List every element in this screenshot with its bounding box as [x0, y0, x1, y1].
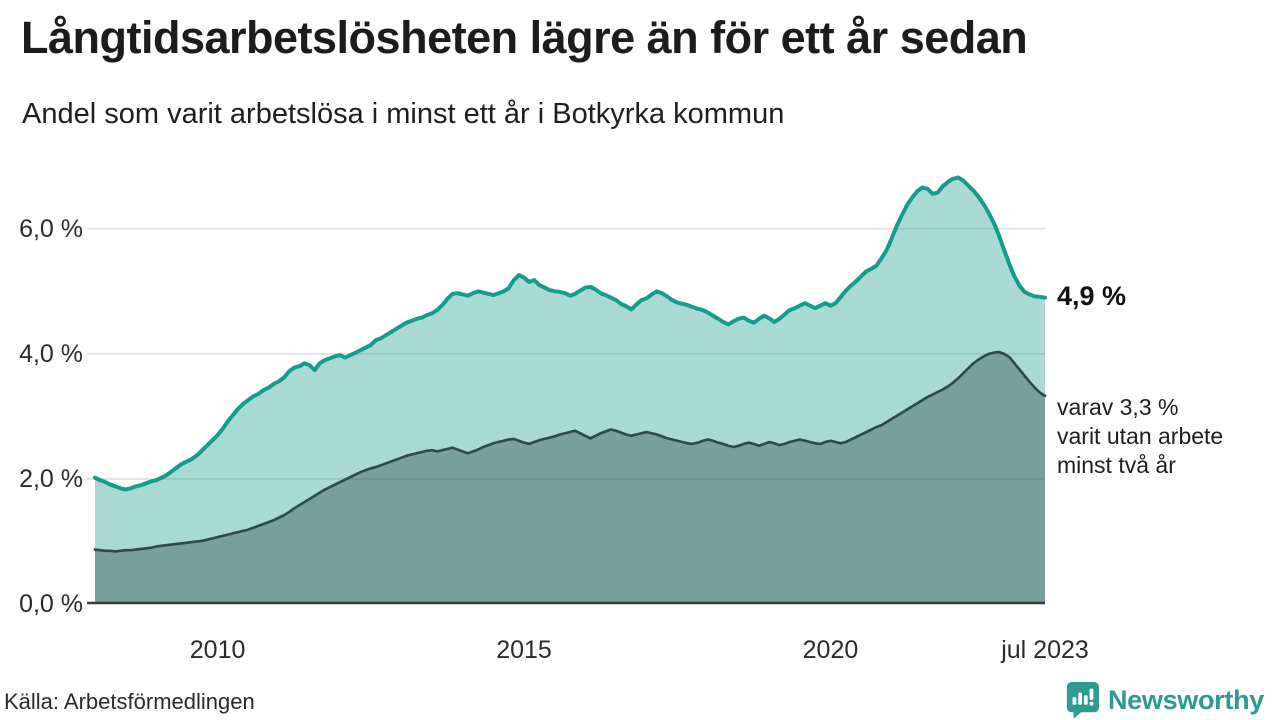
source-note: Källa: Arbetsförmedlingen [4, 689, 255, 714]
y-axis-label-0: 0,0 % [19, 590, 83, 618]
two-year-line-2: varit utan arbete [1057, 423, 1224, 449]
newsworthy-wordmark: Newsworthy [1107, 684, 1264, 715]
x-axis-label-2015: 2015 [496, 636, 552, 664]
latest-total-value-label: 4,9 % [1057, 281, 1127, 311]
area-chart-svg [87, 175, 1047, 605]
latest-two-year-value-label: varav 3,3 % varit utan arbete minst två … [1057, 393, 1223, 480]
page-subtitle: Andel som varit arbetslösa i minst ett å… [22, 98, 785, 130]
plot-area [87, 165, 1047, 605]
x-axis-label-2010: 2010 [189, 636, 246, 664]
newsworthy-logo: Newsworthy [1065, 681, 1264, 719]
page-title: Långtidsarbetslösheten lägre än för ett … [21, 12, 1028, 63]
two-year-line-1: varav 3,3 % [1057, 394, 1179, 420]
y-axis-label-6: 6,0 % [19, 214, 83, 243]
newsworthy-bubble-icon [1066, 682, 1099, 719]
y-axis-label-2: 2,0 % [19, 464, 83, 493]
x-axis-label-jul-2023: jul 2023 [1001, 636, 1089, 664]
two-year-line-3: minst två år [1057, 452, 1176, 478]
x-axis-label-2020: 2020 [802, 636, 859, 664]
y-axis-label-4: 4,0 % [19, 339, 83, 368]
